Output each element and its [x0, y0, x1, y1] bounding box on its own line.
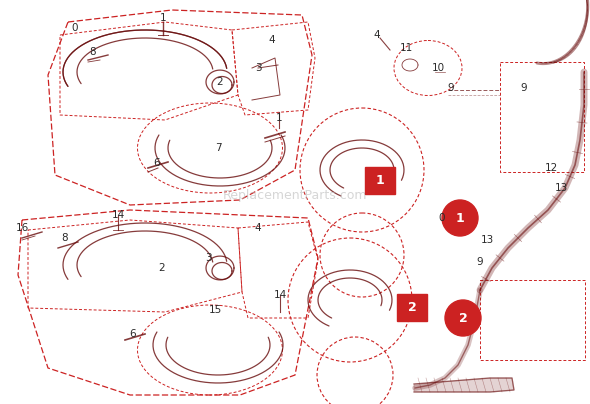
Bar — [500, 62, 584, 172]
Text: 2: 2 — [458, 311, 467, 324]
Text: 8: 8 — [62, 233, 68, 243]
Text: 15: 15 — [208, 305, 222, 315]
Text: 11: 11 — [399, 43, 412, 53]
Text: 2: 2 — [217, 77, 223, 87]
Text: 10: 10 — [431, 63, 444, 73]
Text: 6: 6 — [130, 329, 136, 339]
Text: 4: 4 — [255, 223, 261, 233]
Text: 2: 2 — [408, 301, 417, 314]
Text: 2: 2 — [159, 263, 165, 273]
Text: 16: 16 — [15, 223, 29, 233]
Circle shape — [442, 200, 478, 236]
Text: 9: 9 — [521, 83, 527, 93]
Text: 0: 0 — [439, 213, 445, 223]
Bar — [480, 280, 585, 360]
Text: 4: 4 — [268, 35, 276, 45]
Text: 1: 1 — [455, 212, 464, 225]
Text: 9: 9 — [477, 257, 483, 267]
Text: 14: 14 — [273, 290, 287, 300]
Text: 14: 14 — [112, 210, 124, 220]
Text: 12: 12 — [545, 163, 558, 173]
Text: 8: 8 — [90, 47, 96, 57]
Text: 0: 0 — [72, 23, 78, 33]
Text: 1: 1 — [376, 174, 384, 187]
Text: 13: 13 — [555, 183, 568, 193]
Text: 13: 13 — [480, 235, 494, 245]
Text: 6: 6 — [153, 158, 160, 168]
FancyBboxPatch shape — [365, 167, 395, 194]
Circle shape — [445, 300, 481, 336]
Text: 9: 9 — [448, 83, 454, 93]
Text: 4: 4 — [373, 30, 381, 40]
Text: 3: 3 — [255, 63, 261, 73]
Text: 3: 3 — [205, 253, 211, 263]
Text: 1: 1 — [276, 113, 282, 123]
Text: ReplacementParts.com: ReplacementParts.com — [223, 189, 367, 202]
Text: 7: 7 — [215, 143, 221, 153]
Text: 1: 1 — [160, 13, 166, 23]
FancyBboxPatch shape — [397, 294, 427, 321]
Polygon shape — [414, 378, 514, 392]
